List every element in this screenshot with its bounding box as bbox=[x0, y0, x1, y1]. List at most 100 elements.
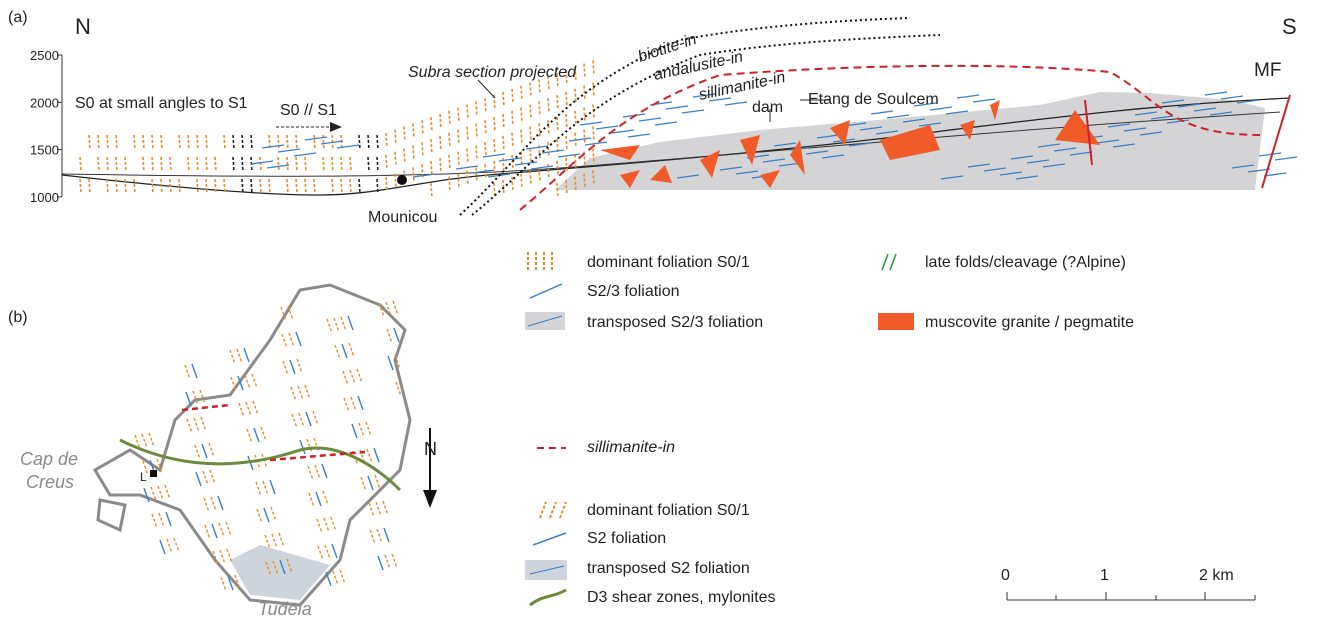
hatch bbox=[557, 117, 558, 132]
hatch bbox=[485, 120, 486, 135]
hatch bbox=[376, 502, 381, 516]
hatch bbox=[134, 135, 135, 150]
south-label: S bbox=[1282, 14, 1297, 39]
hatch bbox=[237, 349, 242, 363]
legend-swatch bbox=[530, 590, 566, 605]
foliation bbox=[305, 137, 327, 140]
hatch bbox=[260, 157, 261, 172]
hatch bbox=[566, 92, 567, 107]
north-label: N bbox=[424, 439, 437, 459]
foliation bbox=[871, 111, 893, 114]
leader bbox=[478, 80, 495, 98]
hatch bbox=[458, 152, 459, 167]
hatch bbox=[152, 135, 153, 150]
hatch bbox=[188, 157, 189, 172]
foliation bbox=[262, 145, 284, 148]
annotation: MF bbox=[1254, 60, 1281, 81]
hatch bbox=[392, 554, 397, 568]
foliation bbox=[526, 146, 548, 149]
hatch bbox=[467, 171, 468, 186]
hatch bbox=[404, 149, 405, 164]
legend-swatch bbox=[533, 533, 566, 545]
foliation bbox=[1205, 92, 1227, 95]
hatch bbox=[370, 530, 375, 544]
hatch bbox=[287, 179, 288, 194]
hatch bbox=[167, 539, 172, 553]
hatch bbox=[359, 179, 360, 194]
marker-label: L bbox=[140, 470, 147, 484]
hatch bbox=[186, 392, 191, 406]
hatch bbox=[215, 157, 216, 172]
legend-swatch bbox=[540, 502, 566, 518]
hatch bbox=[224, 179, 225, 194]
place-name: Tudela bbox=[258, 599, 312, 615]
hatch bbox=[305, 157, 306, 172]
hatch bbox=[530, 83, 531, 98]
hatch bbox=[458, 130, 459, 145]
foliation bbox=[596, 126, 618, 129]
hatch bbox=[548, 120, 549, 135]
hatch bbox=[251, 179, 252, 194]
scale-bar bbox=[1007, 592, 1255, 600]
hatch bbox=[142, 434, 147, 448]
hatch bbox=[593, 126, 594, 141]
panel-label: (a) bbox=[8, 9, 28, 26]
hatch bbox=[314, 135, 315, 150]
foliation bbox=[639, 118, 661, 121]
hatch bbox=[584, 130, 585, 145]
hatch bbox=[161, 157, 162, 172]
legend-swatch bbox=[878, 313, 914, 330]
hatch bbox=[385, 555, 390, 569]
foliation bbox=[1221, 96, 1243, 99]
foliation bbox=[278, 149, 300, 152]
hatch bbox=[557, 183, 558, 198]
hatch bbox=[170, 157, 171, 172]
hatch bbox=[575, 111, 576, 126]
place-name: Creus bbox=[26, 472, 74, 492]
hatch bbox=[323, 157, 324, 172]
hatch bbox=[386, 177, 387, 192]
hatch bbox=[476, 123, 477, 138]
hatch bbox=[233, 135, 234, 150]
hatch bbox=[215, 179, 216, 194]
mounicou-point bbox=[397, 175, 407, 185]
foliation bbox=[666, 106, 688, 109]
hatch bbox=[413, 167, 414, 182]
axis-tick-label: 2500 bbox=[30, 48, 59, 63]
hatch bbox=[395, 130, 396, 145]
foliation-hatch bbox=[80, 60, 594, 198]
hatch bbox=[149, 433, 154, 447]
hatch bbox=[467, 149, 468, 164]
hatch bbox=[179, 179, 180, 194]
hatch bbox=[494, 183, 495, 198]
hatch bbox=[503, 114, 504, 129]
hatch bbox=[161, 135, 162, 150]
hatch bbox=[221, 577, 226, 591]
hatch bbox=[449, 111, 450, 126]
hatch bbox=[125, 179, 126, 194]
hatch bbox=[557, 95, 558, 110]
hatch bbox=[244, 348, 249, 362]
hatch bbox=[566, 136, 567, 151]
hatch bbox=[431, 183, 432, 198]
hatch bbox=[152, 157, 153, 172]
legend-text: sillimanite-in bbox=[587, 439, 675, 456]
arrow-head bbox=[330, 122, 342, 132]
place-name: Cap de bbox=[20, 449, 78, 469]
hatch bbox=[557, 161, 558, 176]
hatch bbox=[521, 86, 522, 101]
hatch bbox=[384, 528, 389, 542]
hatch bbox=[485, 142, 486, 157]
hatch bbox=[593, 104, 594, 119]
foliation bbox=[294, 153, 316, 156]
foliation bbox=[628, 134, 650, 137]
annotation: S0 // S1 bbox=[280, 102, 337, 119]
north-arrow-head bbox=[423, 490, 437, 508]
hatch bbox=[449, 133, 450, 148]
hatch bbox=[242, 179, 243, 194]
hatch bbox=[503, 92, 504, 107]
hatch bbox=[89, 179, 90, 194]
foliation bbox=[515, 162, 537, 165]
hatch bbox=[206, 179, 207, 194]
axis-tick-label: 1500 bbox=[30, 143, 59, 158]
